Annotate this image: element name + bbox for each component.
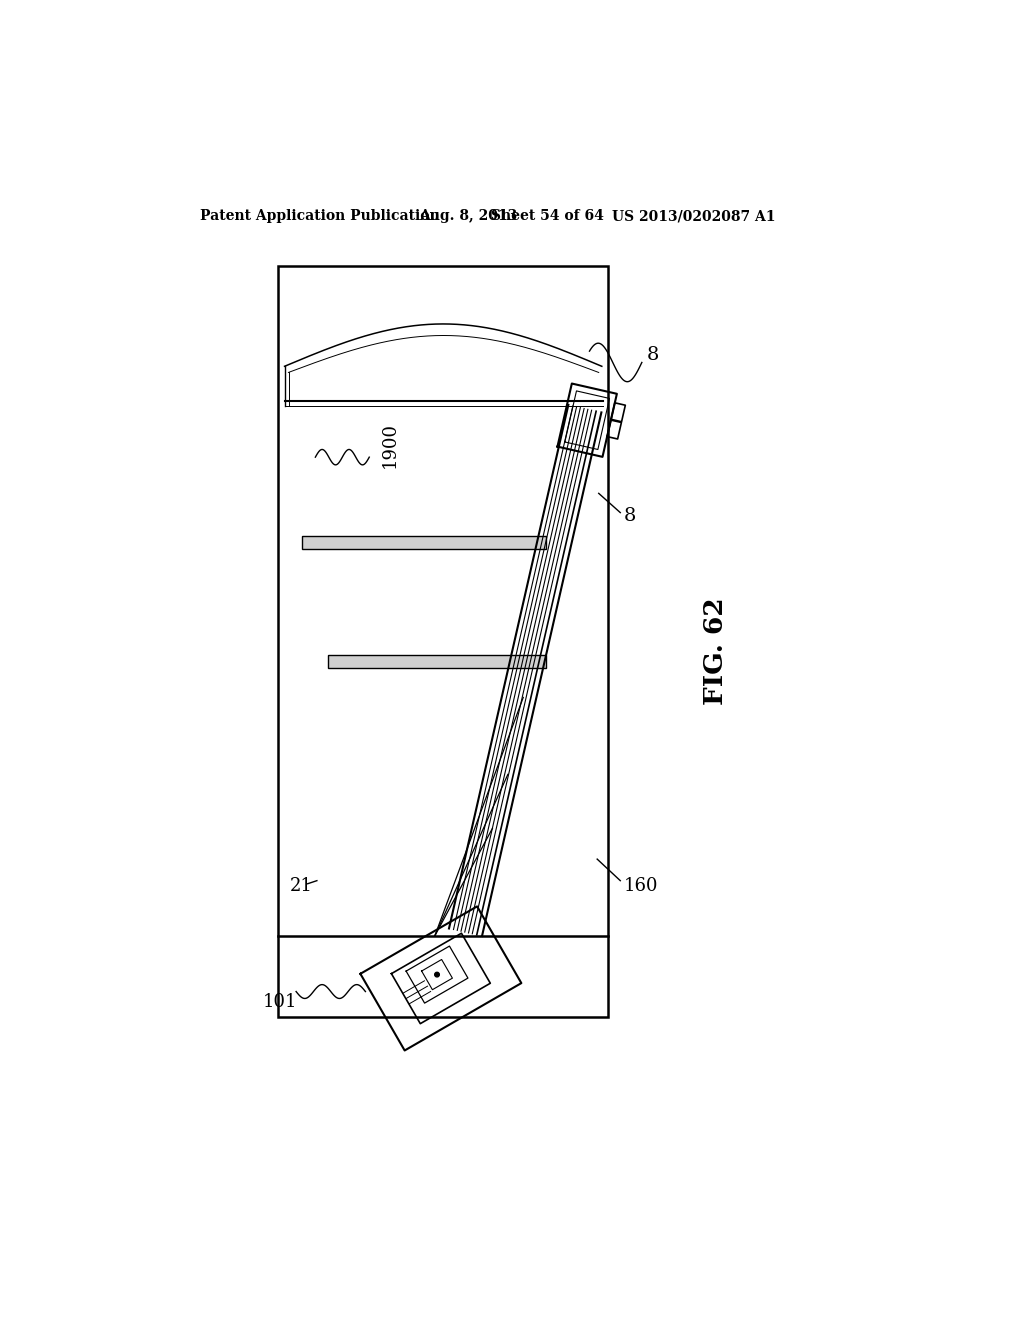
- Bar: [329, 655, 547, 668]
- Text: 101: 101: [263, 993, 298, 1011]
- Text: 21: 21: [290, 876, 312, 895]
- Text: FIG. 62: FIG. 62: [703, 598, 728, 705]
- Text: US 2013/0202087 A1: US 2013/0202087 A1: [611, 209, 775, 223]
- Text: Sheet 54 of 64: Sheet 54 of 64: [490, 209, 604, 223]
- Text: 8: 8: [646, 346, 658, 364]
- Text: Patent Application Publication: Patent Application Publication: [200, 209, 439, 223]
- Bar: [279, 267, 608, 1016]
- Text: 160: 160: [624, 876, 657, 895]
- Circle shape: [435, 973, 439, 977]
- Text: 1900: 1900: [381, 422, 398, 467]
- Text: Aug. 8, 2013: Aug. 8, 2013: [419, 209, 517, 223]
- Bar: [301, 536, 547, 549]
- Text: 8: 8: [624, 507, 636, 525]
